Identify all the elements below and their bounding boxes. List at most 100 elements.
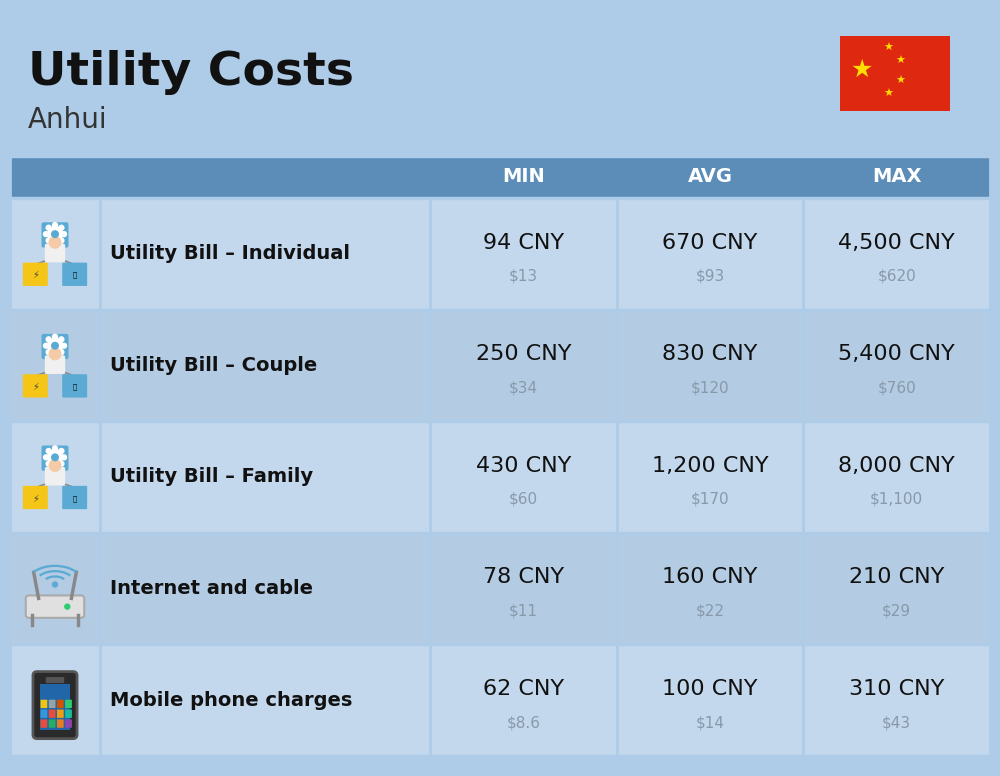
Text: 94 CNY: 94 CNY: [483, 233, 564, 253]
Circle shape: [48, 450, 62, 465]
FancyBboxPatch shape: [617, 156, 803, 198]
Text: 78 CNY: 78 CNY: [483, 567, 564, 587]
FancyBboxPatch shape: [65, 709, 72, 718]
FancyBboxPatch shape: [40, 684, 70, 729]
FancyBboxPatch shape: [46, 677, 64, 683]
FancyBboxPatch shape: [49, 719, 56, 728]
FancyBboxPatch shape: [100, 156, 430, 198]
Text: ★: ★: [851, 57, 873, 81]
FancyBboxPatch shape: [803, 156, 990, 198]
Text: 🐟: 🐟: [73, 495, 77, 501]
Circle shape: [49, 348, 61, 359]
Circle shape: [53, 464, 57, 469]
Circle shape: [52, 230, 58, 237]
Text: MAX: MAX: [872, 168, 921, 186]
Text: $22: $22: [696, 604, 724, 618]
Text: Utility Bill – Family: Utility Bill – Family: [110, 467, 313, 487]
FancyBboxPatch shape: [62, 262, 87, 286]
FancyBboxPatch shape: [23, 486, 48, 509]
Text: $34: $34: [509, 380, 538, 395]
FancyBboxPatch shape: [33, 671, 77, 739]
Text: $120: $120: [691, 380, 729, 395]
FancyBboxPatch shape: [62, 486, 87, 509]
Circle shape: [62, 455, 66, 459]
Text: $11: $11: [509, 604, 538, 618]
Text: 4,500 CNY: 4,500 CNY: [838, 233, 955, 253]
Circle shape: [48, 227, 62, 241]
Text: Utility Bill – Individual: Utility Bill – Individual: [110, 244, 350, 263]
Circle shape: [46, 337, 51, 341]
Circle shape: [53, 334, 57, 339]
FancyBboxPatch shape: [62, 374, 87, 397]
Circle shape: [62, 343, 66, 348]
Circle shape: [49, 459, 61, 471]
Text: Internet and cable: Internet and cable: [110, 579, 313, 598]
Text: AVG: AVG: [688, 168, 732, 186]
FancyBboxPatch shape: [10, 421, 990, 533]
FancyBboxPatch shape: [45, 355, 65, 374]
Text: Anhui: Anhui: [28, 106, 108, 134]
Text: $43: $43: [882, 715, 911, 730]
FancyBboxPatch shape: [10, 156, 100, 198]
FancyBboxPatch shape: [41, 719, 47, 728]
FancyBboxPatch shape: [57, 719, 64, 728]
Text: $760: $760: [877, 380, 916, 395]
FancyBboxPatch shape: [42, 334, 68, 359]
Text: $13: $13: [509, 268, 538, 283]
FancyBboxPatch shape: [49, 700, 56, 708]
FancyBboxPatch shape: [65, 700, 72, 708]
Text: ⚡: ⚡: [32, 382, 39, 392]
Circle shape: [53, 241, 57, 245]
FancyBboxPatch shape: [57, 700, 64, 708]
Text: MIN: MIN: [502, 168, 545, 186]
Circle shape: [59, 337, 64, 341]
Circle shape: [53, 352, 57, 357]
Circle shape: [46, 225, 51, 230]
Text: 430 CNY: 430 CNY: [476, 456, 571, 476]
FancyBboxPatch shape: [41, 700, 47, 708]
FancyBboxPatch shape: [23, 262, 48, 286]
Text: 8,000 CNY: 8,000 CNY: [838, 456, 955, 476]
Text: $29: $29: [882, 604, 911, 618]
FancyBboxPatch shape: [10, 533, 990, 644]
Text: $1,100: $1,100: [870, 492, 923, 507]
Circle shape: [59, 350, 64, 355]
Circle shape: [46, 350, 51, 355]
FancyBboxPatch shape: [430, 156, 617, 198]
Text: $170: $170: [691, 492, 729, 507]
FancyBboxPatch shape: [10, 644, 990, 756]
Text: $93: $93: [695, 268, 725, 283]
FancyBboxPatch shape: [10, 310, 990, 421]
Text: 100 CNY: 100 CNY: [662, 679, 758, 699]
Text: 310 CNY: 310 CNY: [849, 679, 944, 699]
FancyBboxPatch shape: [49, 709, 56, 718]
Text: $60: $60: [509, 492, 538, 507]
Circle shape: [65, 605, 70, 609]
Circle shape: [59, 225, 64, 230]
Text: ⚡: ⚡: [32, 270, 39, 280]
Text: 670 CNY: 670 CNY: [662, 233, 758, 253]
FancyBboxPatch shape: [23, 374, 48, 397]
Circle shape: [59, 449, 64, 453]
Circle shape: [53, 223, 57, 227]
Circle shape: [59, 461, 64, 466]
Text: 5,400 CNY: 5,400 CNY: [838, 345, 955, 364]
Circle shape: [46, 238, 51, 243]
Text: Mobile phone charges: Mobile phone charges: [110, 691, 352, 710]
Circle shape: [44, 455, 48, 459]
Text: Utility Bill – Couple: Utility Bill – Couple: [110, 356, 317, 375]
Circle shape: [49, 237, 61, 248]
Circle shape: [52, 454, 58, 461]
Text: ★: ★: [883, 89, 893, 99]
Text: 62 CNY: 62 CNY: [483, 679, 564, 699]
Circle shape: [46, 461, 51, 466]
FancyBboxPatch shape: [45, 467, 65, 486]
FancyBboxPatch shape: [26, 595, 84, 618]
Text: ★: ★: [883, 43, 893, 53]
Text: 830 CNY: 830 CNY: [662, 345, 758, 364]
FancyBboxPatch shape: [10, 198, 990, 310]
Text: $8.6: $8.6: [506, 715, 540, 730]
Text: ★: ★: [895, 76, 905, 86]
FancyBboxPatch shape: [41, 709, 47, 718]
Circle shape: [53, 446, 57, 451]
